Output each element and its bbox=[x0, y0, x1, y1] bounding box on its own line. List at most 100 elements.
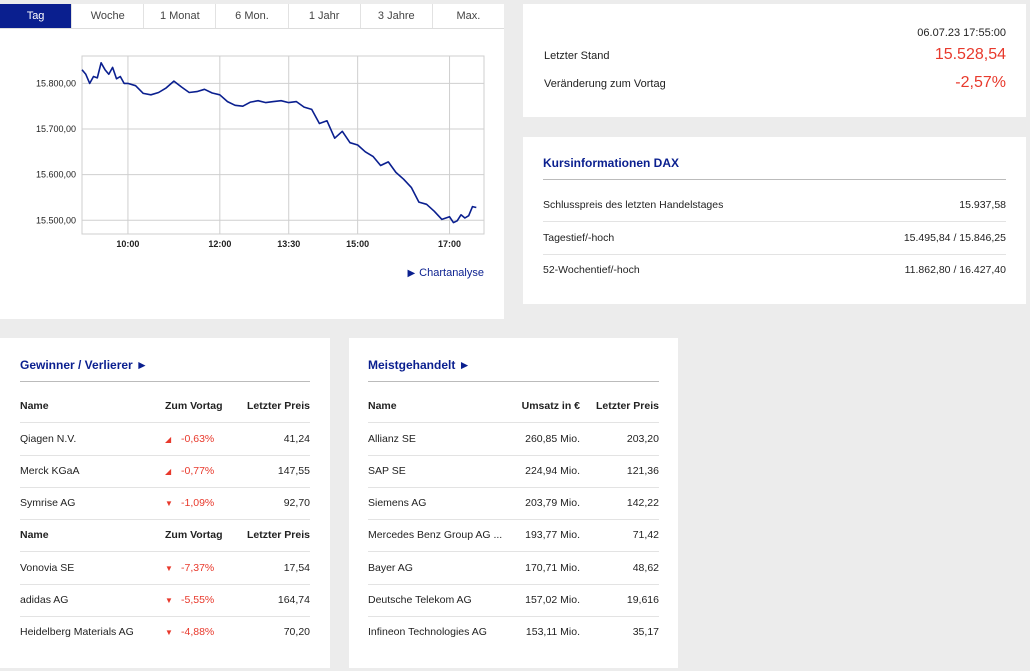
play-icon: ▶ bbox=[407, 268, 416, 279]
kurs-row-label: 52-Wochentief/-hoch bbox=[543, 264, 640, 276]
volume-value: 157,02 Mio. bbox=[525, 594, 580, 606]
price-value: 35,17 bbox=[632, 626, 659, 638]
volume-value: 224,94 Mio. bbox=[525, 465, 580, 477]
col-name: Name bbox=[20, 529, 49, 541]
stock-name[interactable]: Mercedes Benz Group AG ... bbox=[368, 529, 503, 541]
kurs-row-label: Tagestief/-hoch bbox=[543, 232, 615, 244]
table-row[interactable]: Allianz SE 260,85 Mio. 203,20 bbox=[368, 423, 659, 456]
title-divider bbox=[20, 381, 310, 382]
table-row[interactable]: Qiagen N.V. ◢ -0,63% 41,24 bbox=[20, 423, 310, 456]
last-price-label: Letzter Stand bbox=[544, 50, 610, 62]
table-row[interactable]: Mercedes Benz Group AG ... 193,77 Mio. 7… bbox=[368, 519, 659, 552]
change-value: -1,09% bbox=[181, 497, 215, 509]
change-value: -7,37% bbox=[181, 562, 215, 574]
kurs-row-value: 15.495,84 / 15.846,25 bbox=[903, 232, 1006, 244]
change-label: Veränderung zum Vortag bbox=[544, 78, 666, 90]
arrow-icon: ▼ bbox=[165, 596, 173, 605]
volume-value: 260,85 Mio. bbox=[525, 433, 580, 445]
change-value: -2,57% bbox=[955, 74, 1006, 91]
volume-value: 203,79 Mio. bbox=[525, 497, 580, 509]
x-tick-label: 15:00 bbox=[346, 239, 369, 249]
tab-1-month[interactable]: 1 Monat bbox=[144, 4, 217, 28]
plot-frame bbox=[81, 55, 485, 235]
tab-week[interactable]: Woche bbox=[72, 4, 145, 28]
stock-name[interactable]: adidas AG bbox=[20, 594, 69, 606]
table-row[interactable]: Siemens AG 203,79 Mio. 142,22 bbox=[368, 487, 659, 520]
stock-name[interactable]: Allianz SE bbox=[368, 433, 416, 445]
tab-1-year[interactable]: 1 Jahr bbox=[289, 4, 361, 28]
quote-panel: 06.07.23 17:55:00 Letzter Stand 15.528,5… bbox=[523, 4, 1026, 117]
tab-3-years[interactable]: 3 Jahre bbox=[361, 4, 433, 28]
y-tick-label: 15.800,00 bbox=[36, 78, 76, 88]
most-traded-title[interactable]: Meistgehandelt ► bbox=[368, 358, 471, 372]
x-tick-label: 17:00 bbox=[438, 239, 461, 249]
col-change: Zum Vortag bbox=[165, 529, 223, 541]
stock-name[interactable]: Infineon Technologies AG bbox=[368, 626, 487, 638]
stock-name[interactable]: Heidelberg Materials AG bbox=[20, 626, 134, 638]
price-value: 121,36 bbox=[626, 465, 659, 477]
price-line bbox=[81, 61, 477, 224]
table-row[interactable]: adidas AG ▼ -5,55% 164,74 bbox=[20, 584, 310, 617]
table-row[interactable]: Deutsche Telekom AG 157,02 Mio. 19,616 bbox=[368, 584, 659, 617]
stock-name[interactable]: Deutsche Telekom AG bbox=[368, 594, 472, 606]
y-tick-label: 15.600,00 bbox=[36, 170, 76, 180]
stock-name[interactable]: SAP SE bbox=[368, 465, 406, 477]
title-divider bbox=[368, 381, 659, 382]
volume-value: 193,77 Mio. bbox=[525, 529, 580, 541]
arrow-icon: ▼ bbox=[165, 628, 173, 637]
table-row[interactable]: SAP SE 224,94 Mio. 121,36 bbox=[368, 455, 659, 488]
chartanalyse-label: Chartanalyse bbox=[419, 267, 484, 279]
volume-value: 153,11 Mio. bbox=[525, 626, 580, 638]
stock-name[interactable]: Qiagen N.V. bbox=[20, 433, 77, 445]
tab-day[interactable]: Tag bbox=[0, 4, 73, 28]
tab-max[interactable]: Max. bbox=[456, 10, 481, 22]
arrow-icon: ◢ bbox=[165, 467, 172, 476]
price-value: 203,20 bbox=[626, 433, 659, 445]
col-volume: Umsatz in € bbox=[521, 400, 580, 412]
table-row[interactable]: Bayer AG 170,71 Mio. 48,62 bbox=[368, 552, 659, 585]
kurs-row: Tagestief/-hoch 15.495,84 / 15.846,25 bbox=[543, 222, 1006, 255]
timeframe-tabs: Tag Woche 1 Monat 6 Mon. 1 Jahr 3 Jahre … bbox=[0, 4, 504, 29]
col-price: Letzter Preis bbox=[595, 400, 659, 412]
stock-name[interactable]: Bayer AG bbox=[368, 562, 413, 574]
kurs-info-title: Kursinformationen DAX bbox=[543, 156, 680, 170]
table-row[interactable]: Infineon Technologies AG 153,11 Mio. 35,… bbox=[368, 616, 659, 648]
table-header: Name Zum Vortag Letzter Preis bbox=[20, 519, 310, 552]
table-row[interactable]: Vonovia SE ▼ -7,37% 17,54 bbox=[20, 552, 310, 585]
most-traded-panel: Meistgehandelt ► Name Umsatz in € Letzte… bbox=[349, 338, 678, 668]
stock-name[interactable]: Merck KGaA bbox=[20, 465, 80, 477]
tab-6-months[interactable]: 6 Mon. bbox=[216, 4, 289, 28]
change-value: -5,55% bbox=[181, 594, 215, 606]
kurs-row-value: 15.937,58 bbox=[959, 199, 1006, 211]
price-chart: 15.500,00 15.600,00 15.700,00 15.800,00 10:0… bbox=[36, 55, 485, 249]
price-value: 92,70 bbox=[283, 497, 310, 509]
price-value: 70,20 bbox=[283, 626, 310, 638]
y-tick-label: 15.500,00 bbox=[36, 215, 76, 225]
col-price: Letzter Preis bbox=[246, 400, 310, 412]
chartanalyse-link[interactable]: ▶ Chartanalyse bbox=[407, 267, 484, 279]
arrow-icon: ▼ bbox=[165, 564, 173, 573]
table-row[interactable]: Merck KGaA ◢ -0,77% 147,55 bbox=[20, 455, 310, 488]
x-tick-label: 10:00 bbox=[116, 239, 139, 249]
y-tick-label: 15.700,00 bbox=[36, 124, 76, 134]
kurs-row: Schlusspreis des letzten Handelstages 15… bbox=[543, 189, 1006, 222]
title-divider bbox=[543, 179, 1006, 180]
table-row[interactable]: Heidelberg Materials AG ▼ -4,88% 70,20 bbox=[20, 616, 310, 648]
stock-name[interactable]: Vonovia SE bbox=[20, 562, 75, 574]
change-value: -0,77% bbox=[181, 465, 215, 477]
gainers-losers-title[interactable]: Gewinner / Verlierer ► bbox=[20, 358, 148, 372]
kurs-row-label: Schlusspreis des letzten Handelstages bbox=[543, 199, 724, 211]
price-value: 142,22 bbox=[626, 497, 659, 509]
table-row[interactable]: Symrise AG ▼ -1,09% 92,70 bbox=[20, 487, 310, 520]
stock-name[interactable]: Siemens AG bbox=[368, 497, 427, 509]
col-name: Name bbox=[20, 400, 49, 412]
chart-panel: Tag Woche 1 Monat 6 Mon. 1 Jahr 3 Jahre … bbox=[0, 4, 504, 319]
table-header: Name Zum Vortag Letzter Preis bbox=[20, 390, 310, 423]
change-value: -0,63% bbox=[181, 433, 215, 445]
table-header: Name Umsatz in € Letzter Preis bbox=[368, 390, 659, 423]
col-change: Zum Vortag bbox=[165, 400, 223, 412]
gainers-losers-panel: Gewinner / Verlierer ► Name Zum Vortag L… bbox=[0, 338, 330, 668]
x-tick-label: 13:30 bbox=[277, 239, 300, 249]
change-value: -4,88% bbox=[181, 626, 215, 638]
stock-name[interactable]: Symrise AG bbox=[20, 497, 76, 509]
